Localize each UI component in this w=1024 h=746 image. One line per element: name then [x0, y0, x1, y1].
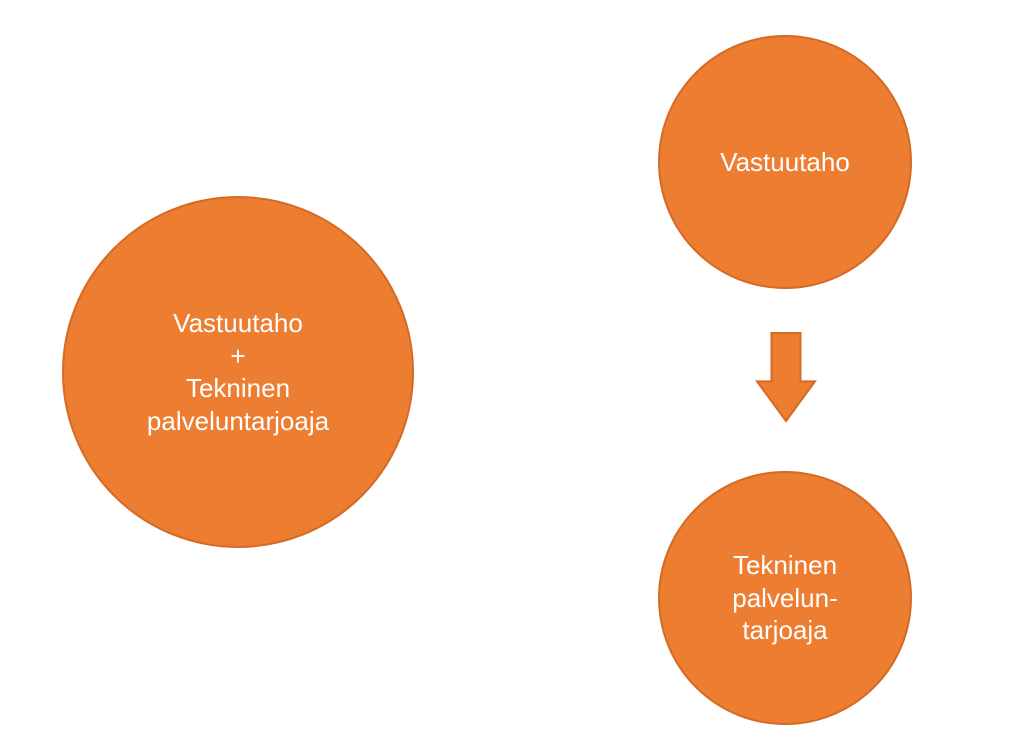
down-arrow-icon — [755, 331, 817, 428]
technical-provider-circle: Tekninen palvelun- tarjoaja — [658, 471, 912, 725]
combined-role-circle: Vastuutaho + Tekninen palveluntarjoaja — [62, 196, 414, 548]
combined-role-label: Vastuutaho + Tekninen palveluntarjoaja — [147, 307, 329, 437]
technical-provider-label: Tekninen palvelun- tarjoaja — [732, 549, 838, 647]
responsible-party-circle: Vastuutaho — [658, 35, 912, 289]
responsible-party-label: Vastuutaho — [720, 146, 850, 179]
